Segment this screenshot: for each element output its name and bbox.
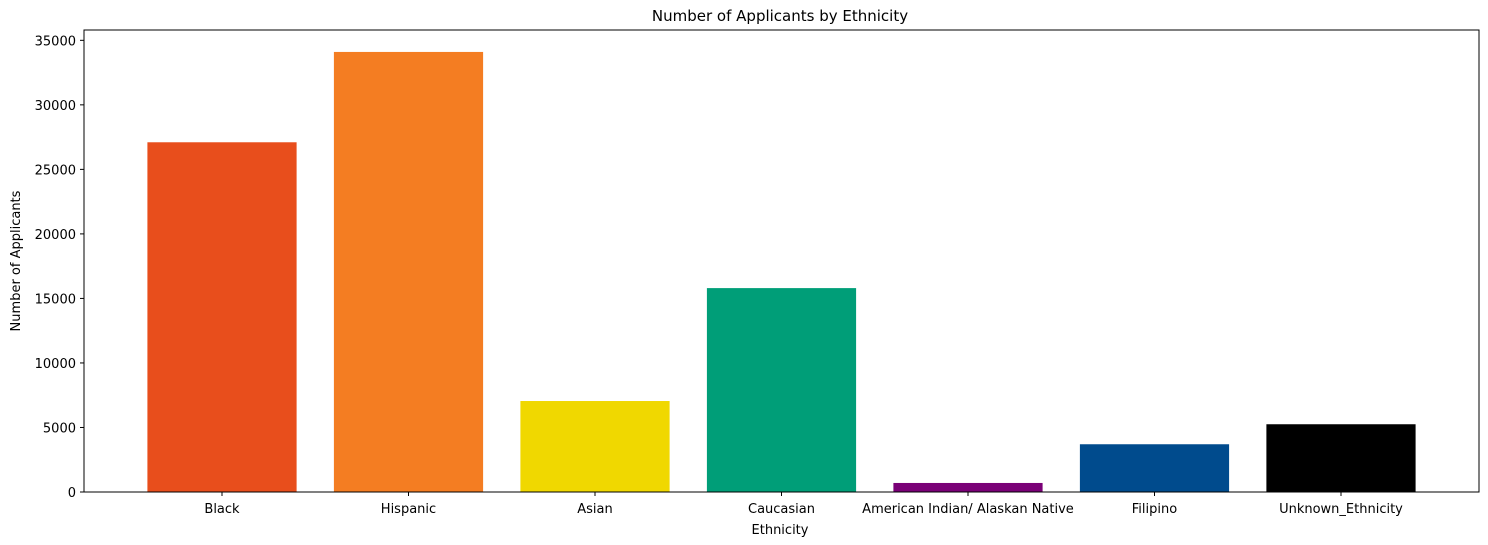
y-axis-label: Number of Applicants [9,190,24,331]
chart-title: Number of Applicants by Ethnicity [652,7,908,25]
bar-black [147,142,297,492]
y-tick-label: 30000 [35,99,76,114]
x-tick-label: American Indian/ Alaskan Native [862,502,1074,517]
bars-group [147,51,1416,493]
x-tick-label: Asian [577,502,612,517]
y-tick-label: 35000 [35,34,76,49]
bar-caucasian [706,288,857,492]
bar-filipino [1079,444,1230,492]
y-tick-label: 25000 [35,163,76,178]
y-tick-label: 0 [68,486,76,501]
y-axis: 0 5000 10000 15000 20000 25000 30000 35000 [35,34,84,501]
bar-unknown-ethnicity [1266,424,1416,492]
x-tick-label: Caucasian [748,502,815,517]
x-tick-label: Black [204,502,240,517]
x-tick-label: Unknown_Ethnicity [1279,502,1403,517]
y-tick-label: 10000 [35,357,76,372]
y-tick-label: 20000 [35,228,76,243]
y-tick-label: 5000 [43,421,76,436]
bar-asian [520,401,670,492]
bar-american-indian-alaskan-native [893,482,1043,492]
bar-hispanic [333,51,484,493]
x-axis: Black Hispanic Asian Caucasian American Indi… [204,492,1403,517]
x-tick-label: Hispanic [381,502,436,517]
x-axis-label: Ethnicity [752,523,809,538]
y-tick-label: 15000 [35,292,76,307]
x-tick-label: Filipino [1132,502,1177,517]
